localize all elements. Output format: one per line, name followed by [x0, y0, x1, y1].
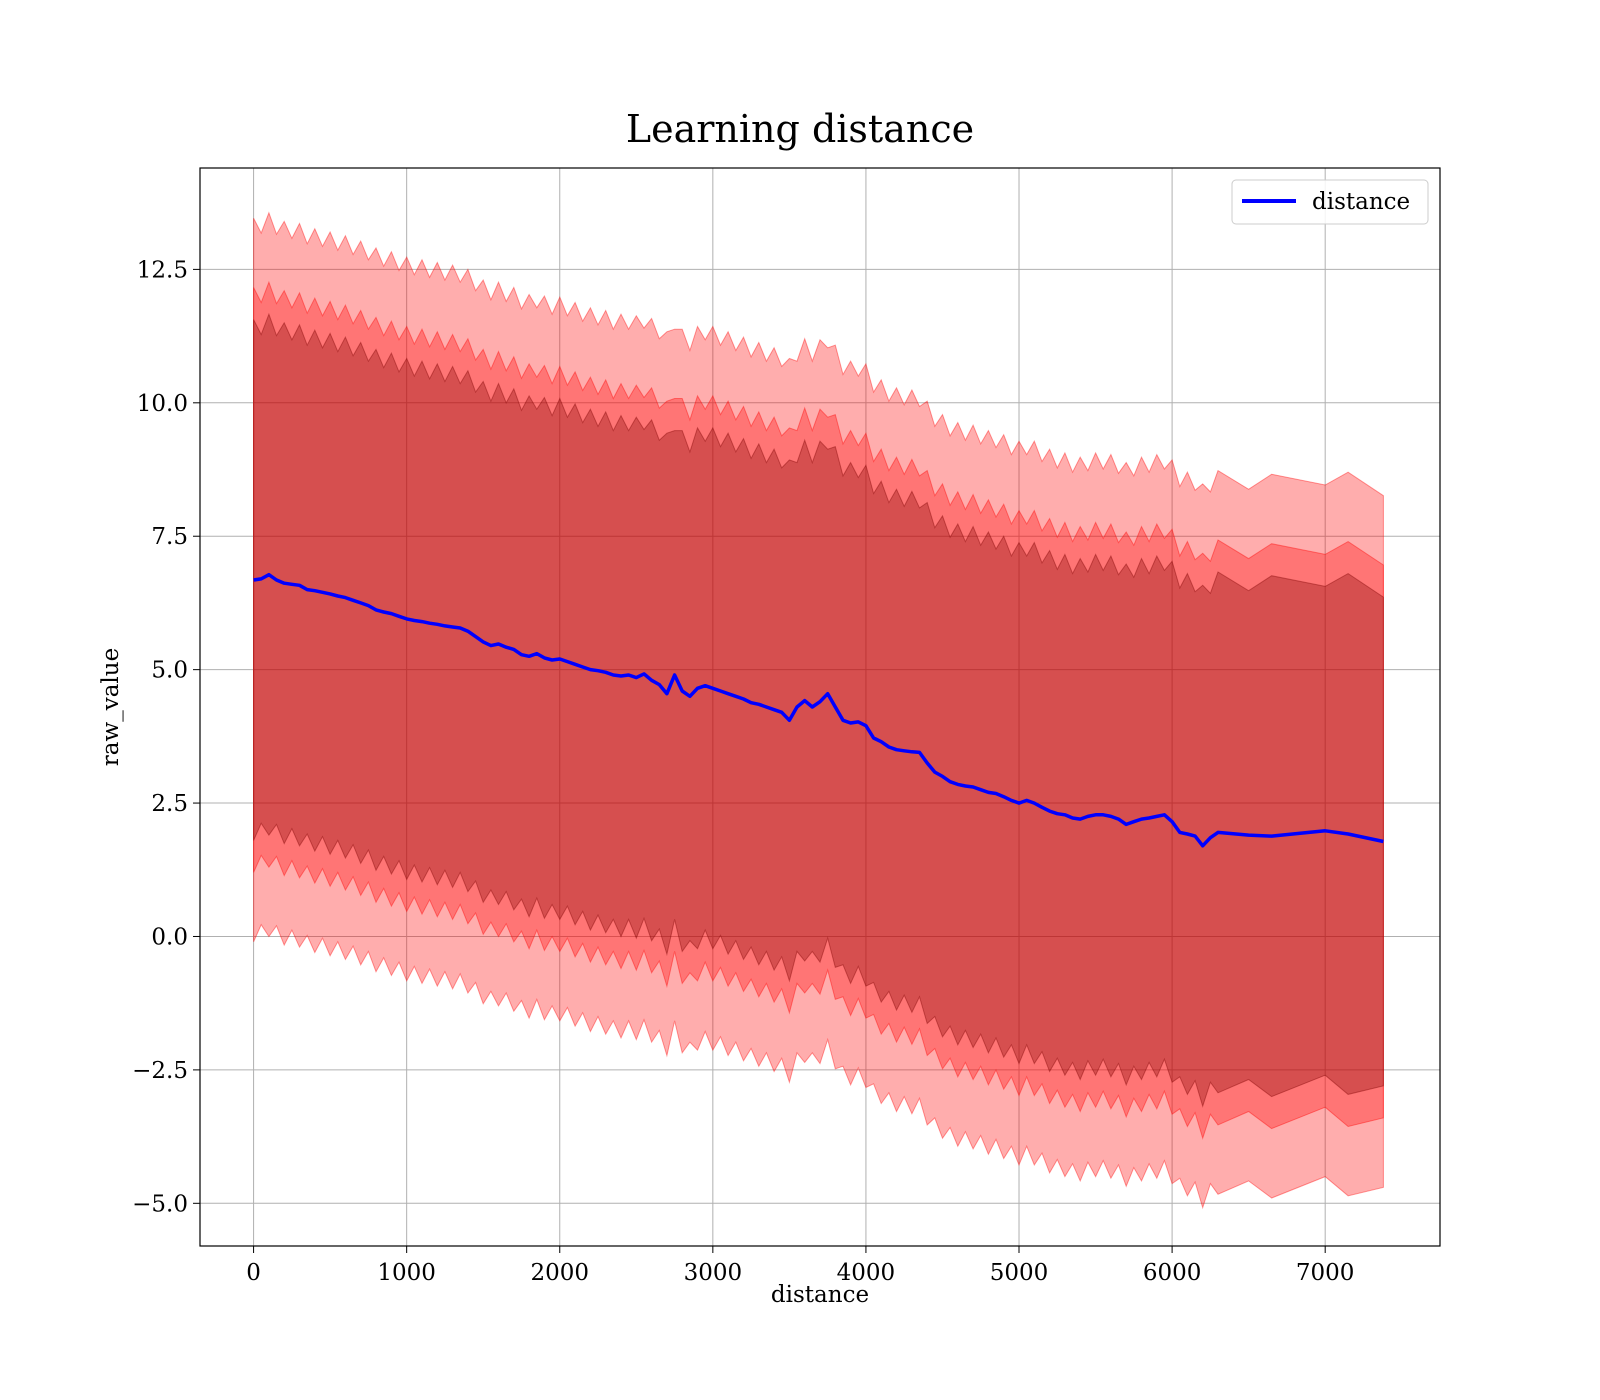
- series-lines: [253, 572, 1384, 848]
- x-tick-label: 5000: [990, 1260, 1049, 1286]
- y-tick-label: 2.5: [151, 791, 188, 817]
- legend-label-distance: distance: [1312, 189, 1410, 215]
- series-line-distance: [253, 572, 1384, 848]
- y-tick-label: 12.5: [137, 257, 188, 283]
- band-2: [253, 280, 1384, 1140]
- x-tick-label: 4000: [837, 1260, 896, 1286]
- band-3: [253, 312, 1384, 1108]
- legend-box: [1231, 179, 1429, 225]
- x-tick-label: 7000: [1296, 1260, 1355, 1286]
- x-tick-label: 0: [246, 1260, 261, 1286]
- chart-title: Learning distance: [626, 107, 974, 151]
- y-tick-label: 0.0: [151, 924, 188, 950]
- y-tick-label: −2.5: [132, 1058, 188, 1084]
- band-1: [253, 211, 1384, 1210]
- grid-lines: [200, 168, 1440, 1246]
- y-tick-label: 5.0: [151, 658, 188, 684]
- x-tick-label: 2000: [530, 1260, 589, 1286]
- axis-ticks: 0 1000 2000 3000 4000 5000 6000 7000 −5.0 −2.5 0.0…: [132, 257, 1354, 1286]
- y-tick-label: 10.0: [137, 391, 188, 417]
- plot-area-frame: [199, 167, 1441, 1247]
- confidence-bands: [253, 211, 1384, 1210]
- y-tick-label: −5.0: [132, 1191, 188, 1217]
- x-tick-label: 6000: [1143, 1260, 1202, 1286]
- x-axis-label: distance: [771, 1282, 869, 1308]
- y-tick-label: 7.5: [151, 524, 188, 550]
- legend: distance: [1231, 179, 1429, 225]
- x-tick-label: 3000: [684, 1260, 743, 1286]
- y-axis-label: raw_value: [98, 648, 124, 766]
- x-tick-label: 1000: [377, 1260, 436, 1286]
